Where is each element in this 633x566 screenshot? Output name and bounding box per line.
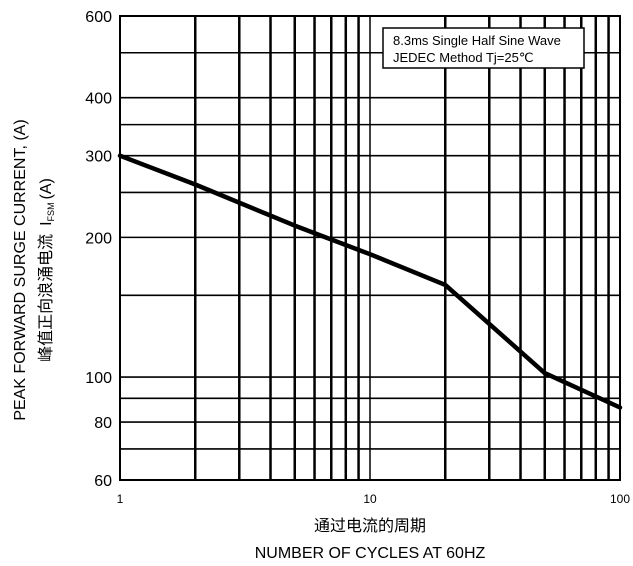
y-tick-label-300: 300	[85, 149, 112, 166]
x-axis-title: NUMBER OF CYCLES AT 60HZ	[255, 545, 486, 562]
x-tick-labels: 1 10 100	[117, 492, 631, 506]
plot-frame	[119, 15, 621, 481]
x-tick-label-10: 10	[363, 492, 377, 506]
y-tick-label-200: 200	[85, 230, 112, 247]
y-tick-label-400: 400	[85, 91, 112, 108]
y-axis-symbol-sub: FSM	[46, 202, 56, 221]
y-tick-label-100: 100	[85, 370, 112, 387]
y-axis-title: PEAK FORWARD SURGE CURRENT, (A)	[12, 119, 29, 420]
y-axis-symbol: I	[38, 221, 55, 225]
legend-box: 8.3ms Single Half Sine Wave JEDEC Method…	[382, 27, 585, 69]
y-axis-title-en: PEAK FORWARD SURGE CURRENT, (A)	[12, 119, 29, 420]
y-axis-unit: (A)	[38, 178, 55, 199]
y-axis-title-cn: 峰值正向浪涌电流 IFSM (A)	[37, 178, 56, 362]
y-tick-label-600: 600	[85, 9, 112, 26]
legend-frame	[382, 27, 585, 69]
y-axis-title-cn-group: 峰值正向浪涌电流 IFSM (A)	[37, 178, 56, 362]
legend-line-2: JEDEC Method Tj=25℃	[393, 50, 533, 65]
y-tick-label-60: 60	[94, 473, 112, 490]
y-tick-labels: 600 400 300 200 100 80 60	[85, 9, 112, 490]
series-layer	[117, 153, 623, 410]
x-tick-label-100: 100	[610, 492, 630, 506]
series-line-0	[117, 153, 623, 410]
legend-line-1: 8.3ms Single Half Sine Wave	[393, 33, 561, 48]
grid-lines	[120, 15, 620, 480]
plot-border	[119, 15, 621, 481]
x-axis-title-cn: 通过电流的周期	[314, 517, 426, 535]
y-axis-title-cn-text: 峰值正向浪涌电流	[37, 234, 55, 362]
x-tick-label-1: 1	[117, 492, 124, 506]
y-tick-label-80: 80	[94, 415, 112, 432]
